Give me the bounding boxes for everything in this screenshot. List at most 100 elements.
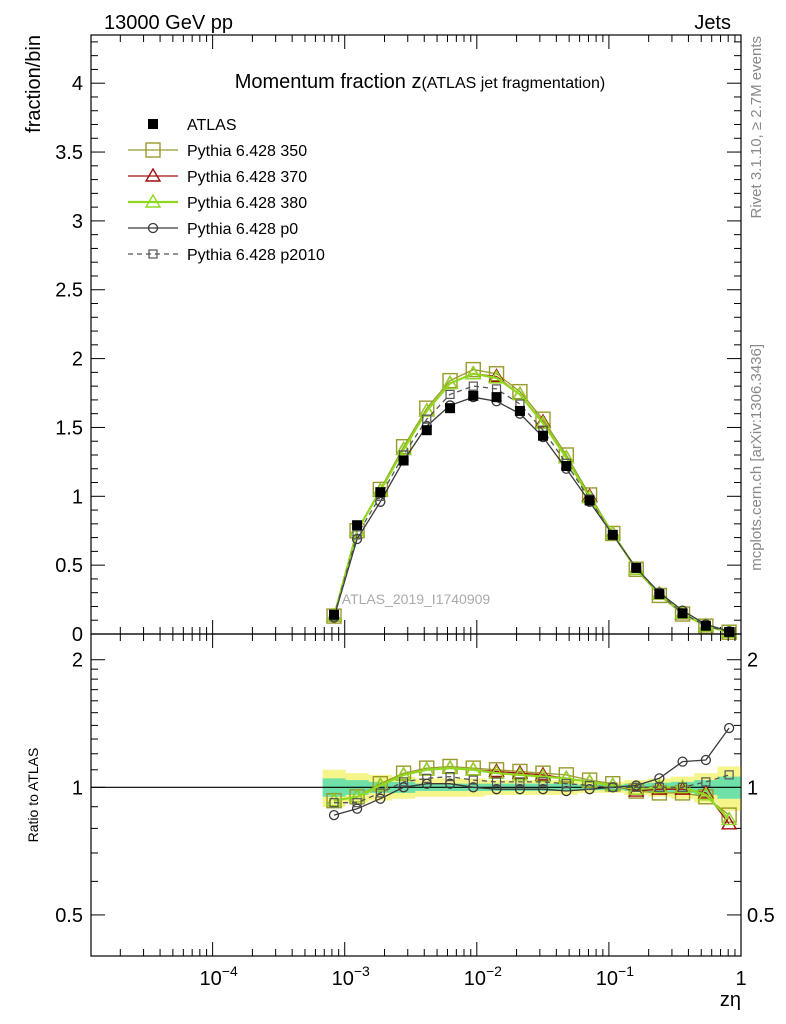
ratio-series-pythia-6-428-p2010-point [677, 782, 688, 792]
x-axis-label: zη [720, 989, 741, 1011]
main-series-pythia-6-428-p2010-point [468, 381, 478, 391]
main-series-atlas-point [421, 425, 432, 436]
ratio-series-pythia-6-428-380-point [465, 761, 482, 776]
x-tick-label: 10−4 [200, 963, 238, 990]
ratio-series-pythia-6-428-p0 [328, 722, 735, 821]
main-series-atlas-point [538, 430, 549, 441]
x-tick-base: 10 [332, 968, 354, 990]
legend-marker-pythia-6-428-p0 [147, 222, 159, 234]
x-tick-base: 10 [596, 968, 618, 990]
ratio-series-pythia-6-428-370-point [534, 766, 552, 781]
ratio-series-pythia-6-428-370-point [697, 784, 715, 799]
main-title-text: Momentum fraction z [235, 71, 422, 93]
ratio-series-pythia-6-428-380-point [372, 777, 389, 792]
ratio-series-pythia-6-428-380-point [511, 766, 529, 781]
ratio-ytick-label-right: 1 [747, 777, 758, 799]
ratio-ytick-label: 1 [72, 777, 83, 799]
x-tick-exponent: −1 [618, 963, 634, 979]
ratio-series-pythia-6-428-p2010-point [422, 773, 432, 783]
ratio-series-pythia-6-428-380-point [581, 773, 598, 788]
ratio-series-pythia-6-428-p2010-point [701, 777, 711, 787]
ratio-series-pythia-6-428-p0-point [561, 785, 572, 797]
main-ytick-label: 3 [72, 211, 83, 233]
ratio-series-pythia-6-428-p2010-point [584, 780, 595, 791]
legend-label-atlas: ATLAS [187, 117, 237, 134]
x-tick-base: 10 [464, 968, 486, 990]
legend-marker-pythia-6-428-370 [144, 167, 162, 182]
main-series-pythia-6-428-380-point [418, 402, 435, 417]
ratio-series-pythia-6-428-p2010-point [724, 770, 734, 780]
main-ytick-label: 4 [72, 73, 83, 95]
main-series-atlas-point [677, 608, 688, 619]
x-tick-label: 10−3 [332, 963, 370, 990]
main-series-pythia-6-428-380-point [534, 414, 552, 430]
x-tick-base: 10 [200, 968, 222, 990]
ratio-panel: 0.5 0.51 12 210−4 10−3 10−2 10−1 1 [55, 633, 775, 990]
ratio-series-pythia-6-428-p2010-point [538, 777, 548, 787]
ratio-ytick-label: 2 [72, 650, 83, 672]
ratio-series-pythia-6-428-p0-line [333, 727, 730, 816]
main-series-pythia-6-428-350-point [465, 361, 481, 378]
ratio-series-pythia-6-428-p2010-point [631, 782, 641, 792]
ratio-series-pythia-6-428-p2010-point [375, 788, 385, 798]
legend-label-pythia-6-428-p2010: Pythia 6.428 p2010 [187, 247, 325, 264]
main-series-atlas-point [375, 487, 386, 498]
main-ytick-label: 3.5 [55, 142, 83, 164]
legend: ATLAS Pythia 6.428 350 Pythia 6.428 370 Pyt… [128, 117, 325, 264]
x-tick-label: 10−1 [596, 963, 634, 990]
watermark: ATLAS_2019_I1740909 [342, 591, 491, 607]
main-series-atlas-point [631, 562, 642, 573]
main-title-sub: (ATLAS jet fragmentation) [421, 75, 605, 92]
main-series-atlas-point [329, 609, 340, 620]
ratio-series-pythia-6-428-p2010-point [608, 782, 618, 792]
main-ytick-label: 0.5 [55, 555, 83, 577]
x-tick-exponent: −3 [354, 963, 370, 979]
main-series-pythia-6-428-350-point [512, 383, 528, 400]
ratio-series-pythia-6-428-p0-point [398, 782, 409, 793]
x-tick-label: 1 [735, 968, 746, 990]
ratio-ytick-label: 0.5 [55, 905, 83, 927]
ratio-series-pythia-6-428-380-point [395, 766, 412, 781]
main-series-atlas-point [445, 403, 456, 414]
main-series-atlas-point [352, 520, 363, 531]
main-series-pythia-6-428-350-point [395, 439, 412, 455]
legend-label-pythia-6-428-370: Pythia 6.428 370 [187, 169, 307, 186]
ratio-series-pythia-6-428-p0-point [328, 809, 340, 821]
ratio-series-pythia-6-428-p0-point [537, 784, 549, 795]
ratio-series-pythia-6-428-p0-point [444, 778, 456, 789]
main-ytick-label: 2.5 [55, 280, 83, 302]
ratio-series-pythia-6-428-p2010-point [561, 779, 571, 789]
ratio-series-pythia-6-428-p0-point [723, 722, 735, 734]
mcplots-label: mcplots.cern.ch [arXiv:1306.3436] [748, 344, 765, 571]
ratio-series-pythia-6-428-350-point [558, 767, 575, 783]
ratio-series-pythia-6-428-p0-point [491, 784, 502, 795]
main-series-pythia-6-428-380-point [441, 374, 459, 390]
ratio-series-pythia-6-428-p2010-point [398, 777, 409, 787]
main-ytick-label: 2 [72, 349, 83, 371]
ratio-series-pythia-6-428-p0-point [700, 754, 712, 766]
ratio-series-pythia-6-428-370-point [720, 815, 738, 830]
ratio-series-pythia-6-428-p2010-point [468, 775, 478, 785]
main-series-pythia-6-428-p2010-point [422, 414, 432, 424]
ratio-series-pythia-6-428-380-point [720, 811, 738, 826]
main-series-atlas-point [724, 626, 735, 637]
main-series-atlas-point [561, 461, 572, 472]
ratio-series-pythia-6-428-p0-point [677, 756, 688, 767]
main-ytick-label: 1 [72, 486, 83, 508]
x-tick-exponent: −4 [222, 963, 238, 979]
ratio-series-pythia-6-428-380-point [348, 788, 366, 803]
main-series-pythia-6-428-380-point [465, 365, 482, 380]
main-series-pythia-6-428-350-point [488, 366, 505, 382]
ratio-series-pythia-6-428-380-point [534, 768, 552, 783]
ratio-series-pythia-6-428-p0-point [468, 782, 479, 793]
ratio-ytick-label-right: 0.5 [747, 905, 775, 927]
ratio-series-pythia-6-428-p2010 [329, 770, 734, 808]
main-series-atlas-point [584, 495, 595, 506]
main-ytick-label: 1.5 [55, 417, 83, 439]
ratio-series-pythia-6-428-p2010-point [491, 777, 502, 787]
rivet-label: Rivet 3.1.10, ≥ 2.7M events [748, 36, 765, 219]
main-series-atlas-point [700, 620, 711, 631]
ratio-series-pythia-6-428-380-point [697, 786, 715, 801]
